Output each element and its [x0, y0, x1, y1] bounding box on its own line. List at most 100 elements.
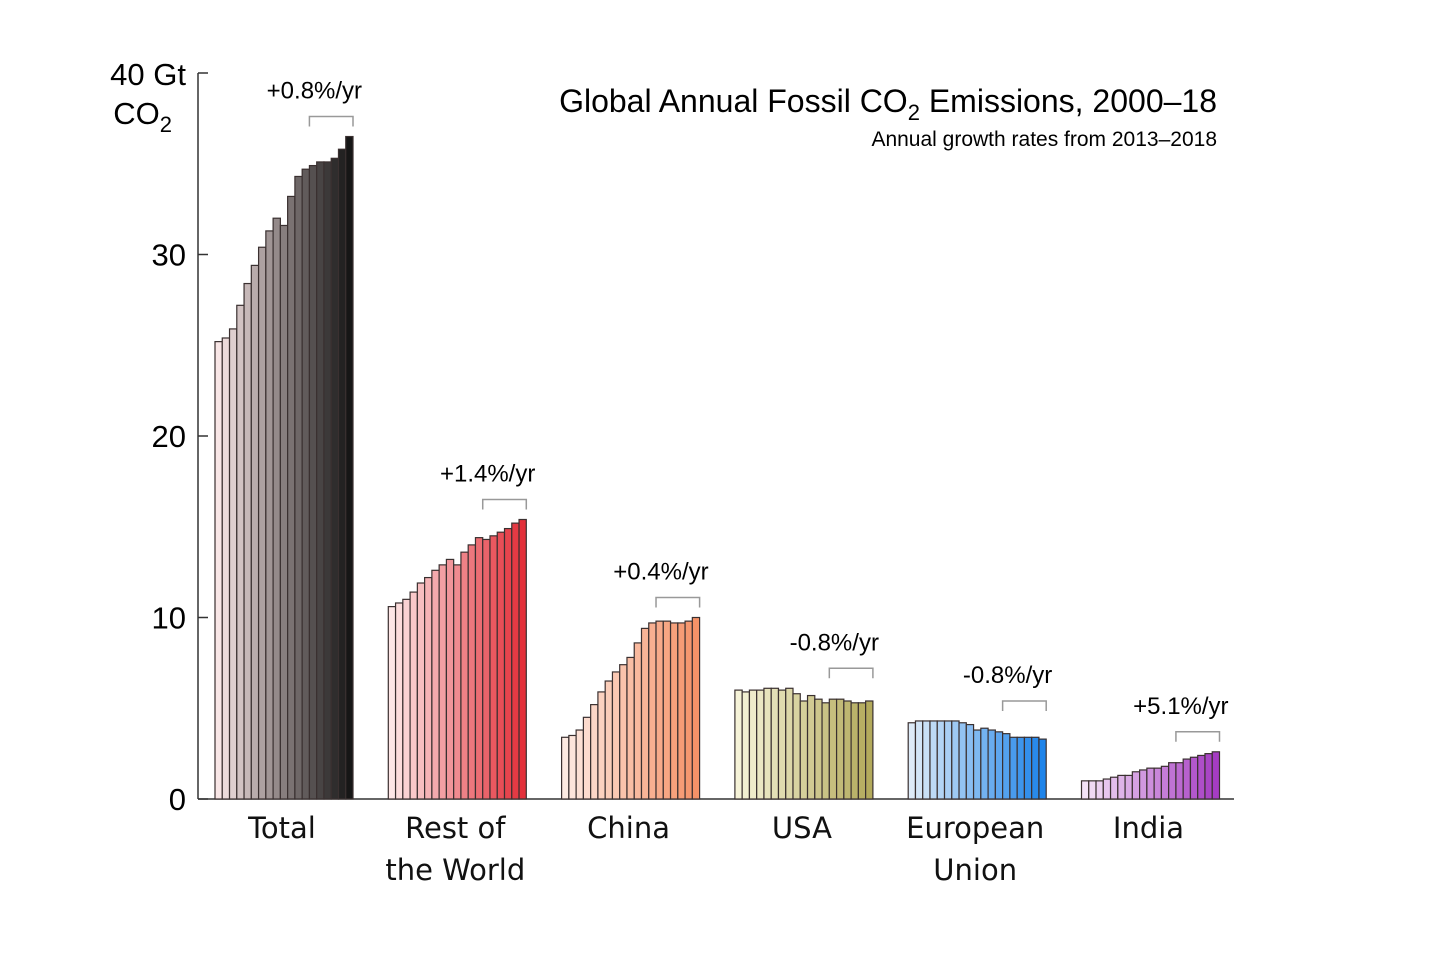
bar	[619, 664, 628, 800]
y-tick-label: 0	[169, 782, 186, 817]
bar	[257, 246, 267, 800]
category-label: Union	[933, 853, 1017, 887]
bar	[294, 175, 303, 800]
bar-group-india	[1080, 751, 1221, 800]
bar-group-european-union	[907, 720, 1047, 800]
bar	[1168, 762, 1177, 800]
bar	[316, 161, 325, 800]
bar	[669, 622, 679, 800]
bar	[1023, 736, 1033, 800]
bar	[994, 731, 1004, 800]
bar	[972, 729, 982, 800]
growth-rate-label: +0.8%/yr	[267, 78, 362, 105]
bar	[394, 602, 404, 800]
bar	[1102, 778, 1112, 800]
bar	[1131, 771, 1141, 800]
bar	[943, 720, 953, 800]
bar	[1117, 774, 1126, 800]
bar	[575, 729, 584, 800]
bar	[1204, 753, 1213, 800]
bar	[611, 671, 621, 800]
bar	[503, 527, 513, 800]
bar	[850, 702, 859, 800]
bar	[511, 522, 520, 800]
growth-bracket	[308, 115, 354, 127]
bar	[308, 164, 318, 800]
bar	[1139, 769, 1148, 800]
bar	[424, 576, 433, 800]
bar	[821, 702, 830, 800]
bar	[1109, 776, 1119, 800]
labels: +0.8%/yr Total +1.4%/yr Rest of the World +0.…	[247, 78, 1228, 887]
bar	[965, 723, 975, 800]
bar	[980, 727, 989, 800]
bar	[799, 700, 809, 800]
bar	[1080, 780, 1090, 800]
bar-group-rest-of-the-world	[387, 518, 527, 800]
bar	[655, 620, 664, 800]
bar	[1016, 736, 1026, 800]
bar	[828, 698, 838, 800]
bar	[518, 518, 527, 800]
bar	[662, 620, 672, 800]
bar	[922, 720, 931, 800]
bar	[460, 551, 469, 800]
bar	[474, 537, 484, 800]
bar	[438, 564, 448, 800]
bar	[835, 698, 845, 800]
category-label: India	[1113, 811, 1184, 845]
bar	[756, 689, 765, 800]
category-label: the World	[385, 853, 525, 887]
chart-title: Global Annual Fossil CO2 Emissions, 2000…	[559, 83, 1217, 125]
bar	[734, 689, 743, 800]
bar	[228, 328, 238, 800]
bar	[1095, 780, 1104, 800]
bar	[236, 304, 245, 800]
bar	[748, 689, 758, 800]
bar	[453, 564, 462, 800]
growth-rate-label: +1.4%/yr	[440, 460, 535, 487]
bar	[279, 224, 289, 800]
bar	[402, 598, 411, 800]
bar-group-china	[560, 616, 701, 800]
bar	[857, 702, 867, 800]
bar	[345, 135, 354, 800]
category-label: Rest of	[405, 811, 506, 845]
bar	[337, 148, 347, 800]
bar	[677, 622, 686, 800]
axes: 0 10 20 30	[152, 72, 1234, 817]
bar	[763, 687, 772, 800]
y-tick-label: 30	[152, 238, 186, 273]
bar	[301, 168, 311, 800]
bar	[582, 716, 592, 800]
bar	[431, 569, 440, 800]
bar	[792, 693, 801, 800]
bar	[1153, 767, 1162, 800]
bar	[250, 264, 260, 800]
bar	[914, 720, 924, 800]
category-label: China	[587, 811, 670, 845]
bar	[1197, 754, 1206, 800]
growth-rate-label: -0.8%/yr	[790, 629, 879, 656]
bar	[323, 161, 332, 800]
bar	[1002, 733, 1011, 800]
bar-group-total	[214, 135, 354, 800]
y-axis-unit-label: 40 Gt	[110, 57, 186, 92]
bar	[684, 620, 693, 800]
bar	[330, 157, 340, 800]
y-axis-unit-label-co2: CO2	[113, 96, 172, 137]
bar	[806, 694, 816, 800]
bar	[445, 558, 455, 800]
bar	[590, 704, 599, 800]
bar	[560, 736, 570, 800]
bar	[482, 538, 491, 800]
bar	[221, 337, 231, 800]
growth-rate-label: +5.1%/yr	[1133, 693, 1228, 720]
growth-bracket	[1175, 731, 1221, 742]
bar	[597, 691, 606, 800]
bar	[1182, 758, 1192, 800]
bar-group-usa	[734, 687, 874, 800]
bar	[951, 720, 960, 800]
bar	[287, 195, 296, 800]
